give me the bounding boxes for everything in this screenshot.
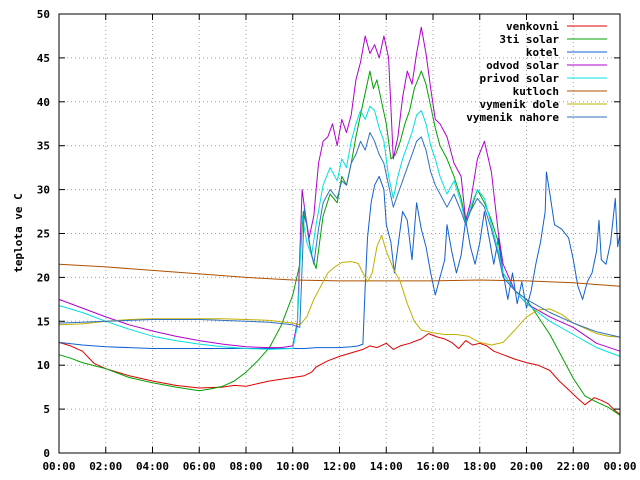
x-tick-label: 06:00 [183,460,216,473]
x-tick-label: 16:00 [416,460,449,473]
x-tick-label: 08:00 [229,460,262,473]
x-tick-label: 20:00 [510,460,543,473]
legend-label: privod solar [480,72,560,85]
series-line-vymenik-nahore [58,132,621,338]
legend-label: venkovni [506,20,559,33]
series-line-odvod-solar [58,26,621,352]
legend-label: vymenik dole [480,98,560,111]
y-axis-label: teplota ve C [12,193,25,272]
x-tick-label: 14:00 [370,460,403,473]
y-tick-label: 5 [43,403,50,416]
series-line-privod-solar [58,105,621,357]
y-tick-label: 10 [37,359,50,372]
series-layer [58,26,621,416]
ticks [58,13,621,454]
y-tick-label: 45 [37,52,50,65]
series-line-vymenik-dole [58,234,621,346]
y-tick-label: 20 [37,271,50,284]
x-tick-label: 00:00 [603,460,636,473]
tick-labels: 0 5 10 15 20 25 30 35 40 45 50 00:00 02:00 04:00 06:00… [37,8,637,473]
legend-label: kutloch [513,85,559,98]
x-tick-label: 00:00 [42,460,75,473]
y-tick-label: 25 [37,228,50,241]
x-tick-label: 18:00 [463,460,496,473]
y-tick-label: 40 [37,96,50,109]
x-tick-label: 02:00 [89,460,122,473]
x-tick-label: 04:00 [136,460,169,473]
legend-label: odvod solar [486,59,559,72]
y-tick-label: 35 [37,140,50,153]
legend-label: vymenik nahore [466,111,559,124]
series-line-kotel [58,171,621,349]
y-tick-label: 0 [43,447,50,460]
x-tick-label: 22:00 [557,460,590,473]
series-line-kutloch [58,263,621,287]
legend-label: 3ti solar [499,33,559,46]
x-tick-label: 10:00 [276,460,309,473]
y-tick-label: 30 [37,184,50,197]
y-tick-label: 50 [37,8,50,21]
legend-label: kotel [526,46,559,59]
y-tick-label: 15 [37,315,50,328]
x-tick-label: 12:00 [323,460,356,473]
